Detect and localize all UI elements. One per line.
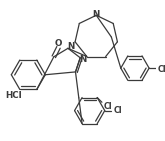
Text: N: N (67, 42, 74, 51)
Text: Cl: Cl (114, 106, 122, 115)
Text: Cl: Cl (158, 65, 165, 74)
Text: Cl: Cl (103, 102, 112, 111)
Text: N: N (79, 55, 87, 64)
Text: HCl: HCl (5, 91, 22, 100)
Text: N: N (93, 10, 100, 19)
Text: O: O (55, 39, 62, 48)
